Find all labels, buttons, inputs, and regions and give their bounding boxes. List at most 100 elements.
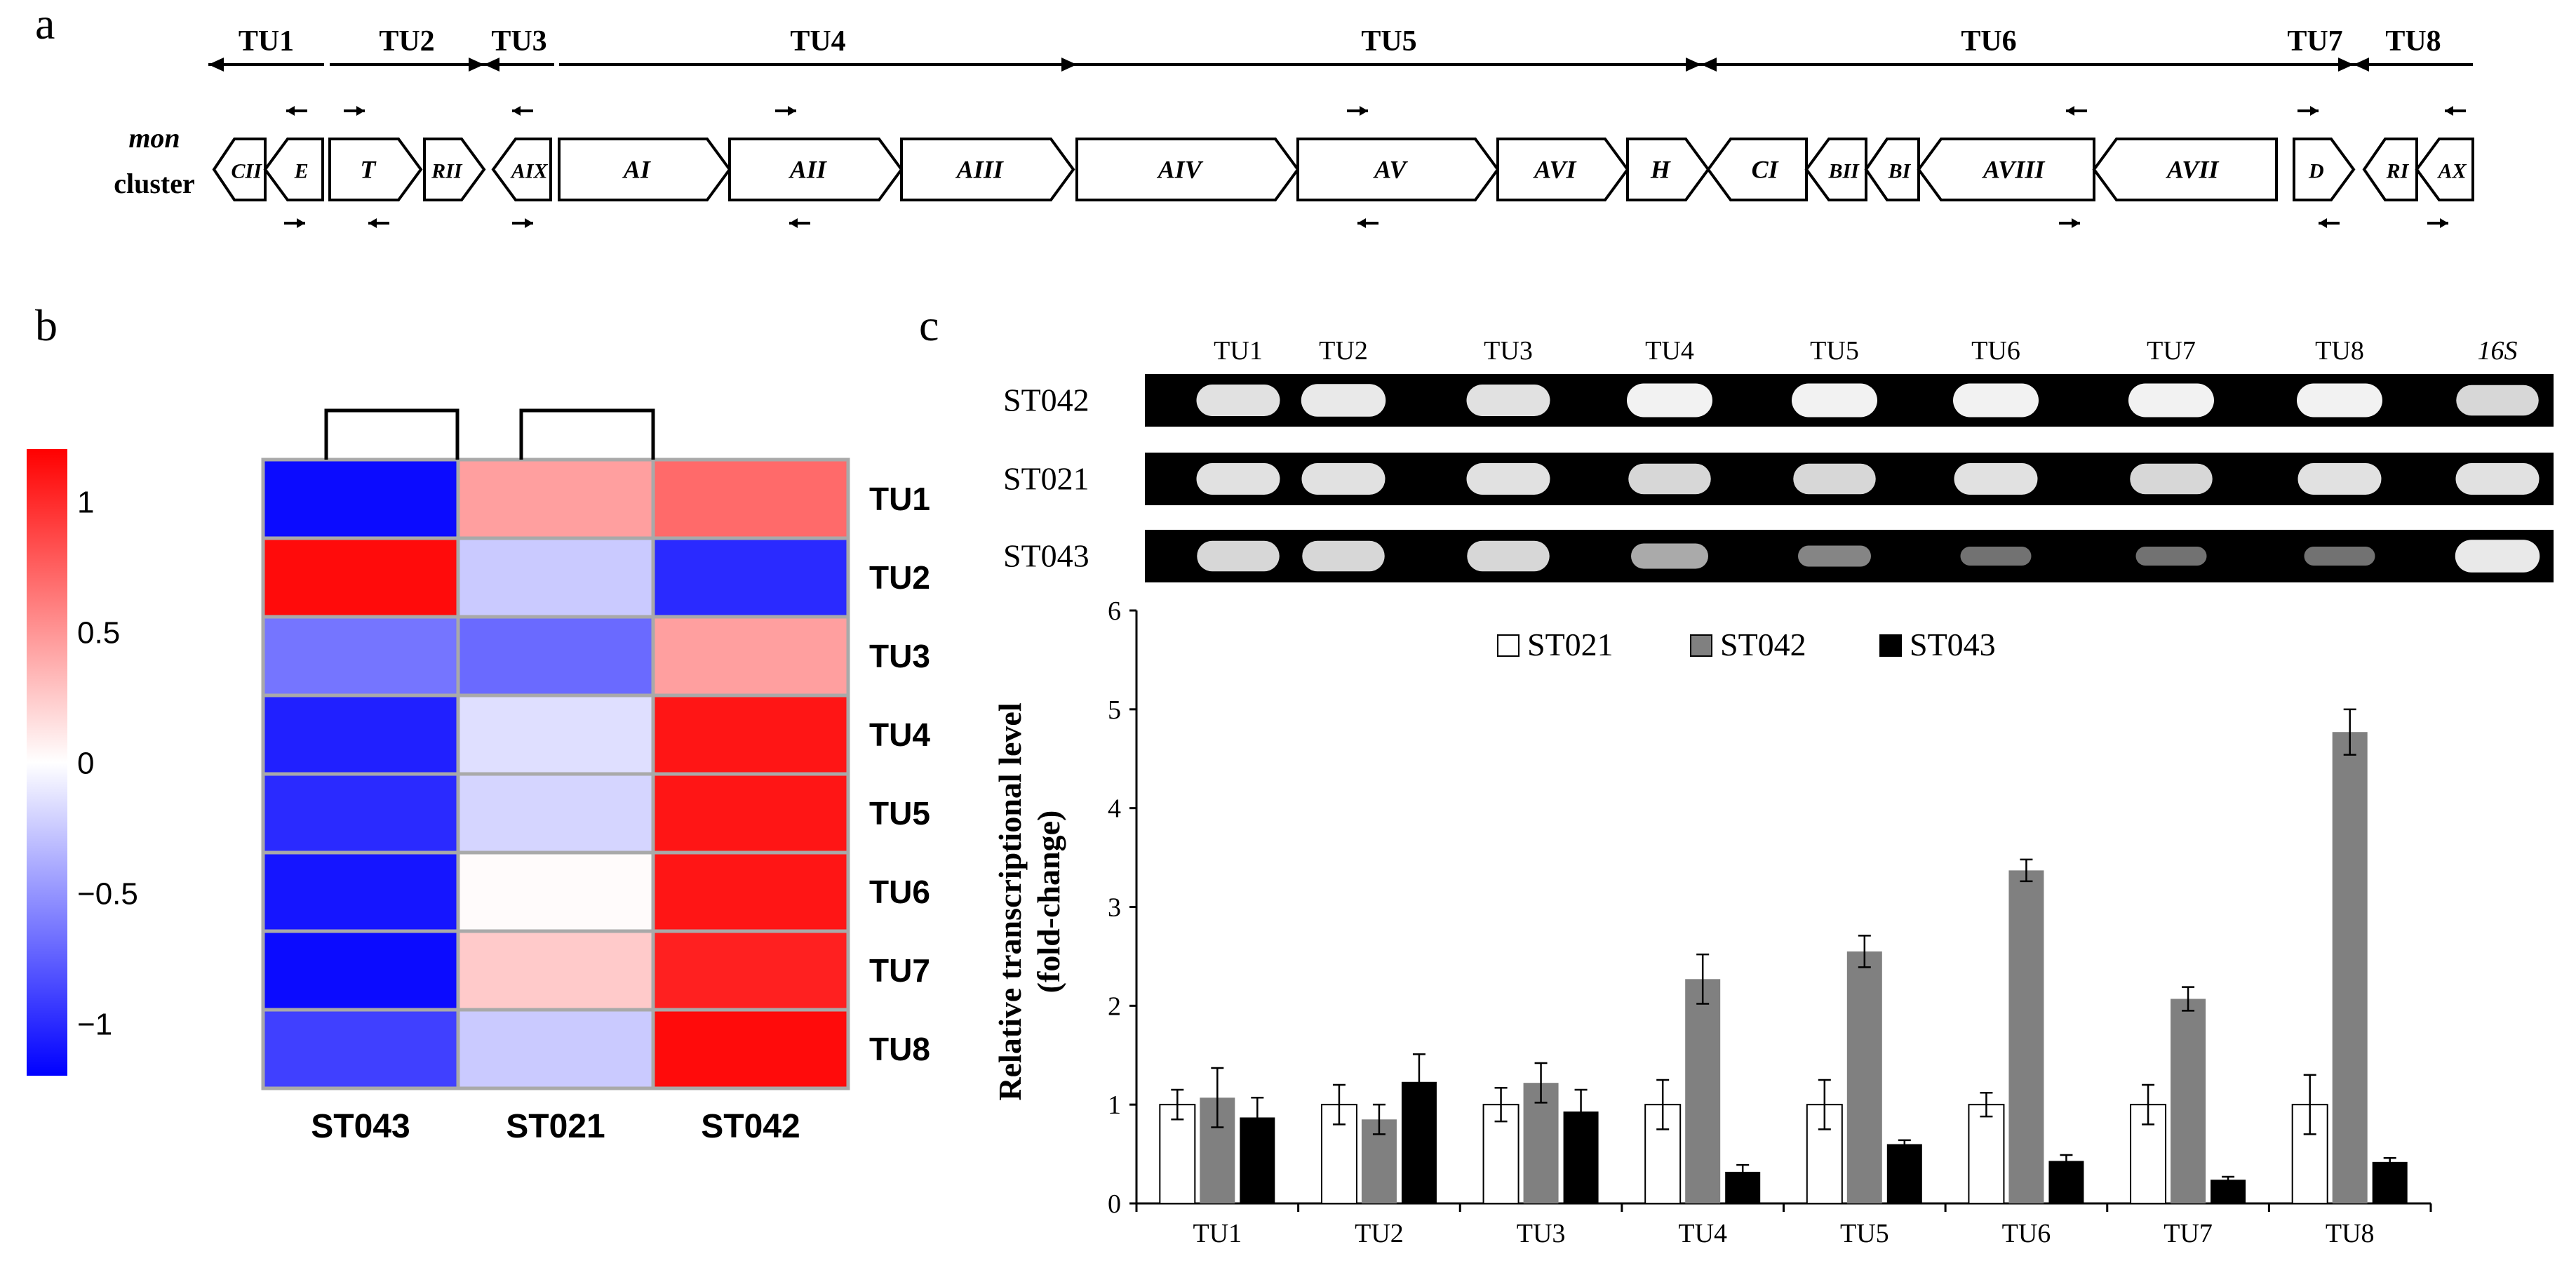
tu-arrowhead-tu8	[2354, 58, 2369, 72]
gene-label-h: H	[1650, 156, 1671, 184]
gene-aii	[728, 138, 904, 201]
heat-cell-tu4-st042	[651, 693, 850, 776]
gel-band-st043-tu5	[1798, 545, 1871, 567]
panel-label-c: c	[919, 300, 939, 350]
gene-label-e: E	[294, 160, 309, 183]
gene-d	[2293, 138, 2356, 201]
gene-label-ci: CI	[1752, 156, 1780, 184]
colorbar-tick-2: 0.5	[77, 615, 120, 650]
tu-arrowhead-tu2	[469, 58, 484, 72]
heat-cell-tu5-st043	[261, 772, 460, 855]
primer-arrowhead-1	[286, 106, 295, 116]
panel-label-a: a	[35, 0, 55, 48]
gel-band-st021-tu7	[2130, 463, 2213, 495]
x-tick-label-tu8: TU8	[2326, 1219, 2375, 1248]
heat-col-label-st043: ST043	[311, 1108, 410, 1145]
gel-band-st043-tu8	[2304, 547, 2375, 566]
gene-av	[1296, 138, 1500, 201]
y-tick-label-1: 1	[1108, 1090, 1121, 1120]
primer-arrowhead-5	[512, 106, 521, 116]
gene-avii	[2092, 138, 2278, 201]
primer-arrowhead-11	[2066, 106, 2074, 116]
tu-label-tu2: TU2	[379, 25, 434, 58]
gene-bii	[1804, 138, 1867, 201]
gene-label-ai: AI	[622, 156, 652, 184]
gel-band-st021-tu4	[1628, 463, 1711, 495]
x-tick-label-tu5: TU5	[1840, 1219, 1889, 1248]
colorbar-tick-4: −0.5	[77, 877, 138, 912]
gel-row-label-st021: ST021	[1003, 461, 1089, 497]
gel-lane-label-tu2: TU2	[1319, 336, 1368, 366]
bar-st043-tu7	[2211, 1180, 2246, 1203]
gene-label-rii: RII	[431, 160, 463, 183]
bar-st043-tu6	[2048, 1161, 2084, 1203]
primer-arrowhead-13	[2310, 106, 2319, 116]
dendrogram-branch-left	[324, 408, 459, 460]
gel-band-st042-16s	[2456, 385, 2539, 416]
x-tick-label-tu3: TU3	[1517, 1219, 1566, 1248]
x-tick-label-tu2: TU2	[1355, 1219, 1404, 1248]
heat-cell-tu2-st021	[456, 536, 655, 619]
gene-ci	[1706, 138, 1808, 201]
gel-band-st043-tu3	[1467, 540, 1550, 572]
heat-cell-tu2-st042	[651, 536, 850, 619]
heat-row-label-tu3: TU3	[869, 638, 930, 674]
colorbar	[27, 449, 67, 1076]
colorbar-tick-3: 0	[77, 747, 94, 781]
tu-arrowhead-tu3	[484, 58, 499, 72]
gel-band-st042-tu6	[1953, 383, 2039, 418]
heat-col-label-st042: ST042	[701, 1108, 800, 1145]
gel-band-st021-tu6	[1954, 463, 2038, 495]
heat-cell-tu8-st042	[651, 1008, 850, 1090]
gene-aviii	[1917, 138, 2095, 201]
y-tick-label-4: 4	[1108, 794, 1121, 824]
tu-arrowhead-tu1	[208, 58, 224, 72]
heat-cell-tu1-st021	[456, 458, 655, 540]
heat-cell-tu7-st021	[456, 929, 655, 1012]
heat-cell-tu3-st043	[261, 615, 460, 697]
heat-row-label-tu8: TU8	[869, 1031, 930, 1067]
heat-cell-tu6-st021	[456, 850, 655, 933]
legend-label-st021: ST021	[1527, 627, 1614, 662]
heat-cell-tu4-st043	[261, 693, 460, 776]
gene-label-bi: BI	[1888, 160, 1912, 183]
primer-arrowhead-4	[368, 218, 377, 228]
primer-arrowhead-8	[789, 218, 798, 228]
gel-row-label-st043: ST043	[1003, 538, 1089, 574]
heat-row-label-tu4: TU4	[869, 716, 930, 753]
legend-label-st042: ST042	[1720, 627, 1806, 662]
gene-label-ax: AX	[2437, 160, 2467, 183]
dendrogram-branch-right	[519, 408, 655, 460]
gel-band-st021-16s	[2455, 463, 2540, 495]
gel-band-st042-tu3	[1466, 385, 1550, 416]
gel-lane-label-tu1: TU1	[1214, 336, 1263, 366]
y-tick-label-0: 0	[1108, 1189, 1121, 1219]
gene-label-aii: AII	[789, 156, 828, 184]
heat-cell-tu5-st021	[456, 772, 655, 855]
gene-label-ri: RI	[2386, 160, 2410, 183]
gene-t	[328, 138, 423, 201]
gel-band-st043-tu4	[1631, 543, 1708, 569]
tu-arrowhead-tu7	[2338, 58, 2354, 72]
bar-st043-tu5	[1886, 1144, 1922, 1203]
dendrogram	[324, 408, 655, 460]
gel-band-st042-tu7	[2128, 383, 2214, 418]
gene-label-d: D	[2308, 160, 2324, 183]
primer-arrowhead-12	[2072, 218, 2080, 228]
gene-label-av: AV	[1373, 156, 1408, 184]
legend-swatch-st043	[1879, 634, 1902, 657]
gene-label-aix: AIX	[510, 160, 549, 183]
heat-cell-tu5-st042	[651, 772, 850, 855]
heat-cell-tu1-st043	[261, 458, 460, 540]
gene-label-avii: AVII	[2166, 156, 2220, 184]
gene-rii	[423, 138, 486, 201]
gene-ax	[2415, 138, 2474, 201]
heat-col-label-st021: ST021	[506, 1108, 605, 1145]
heat-cell-tu8-st021	[456, 1008, 655, 1090]
heat-row-label-tu2: TU2	[869, 559, 930, 596]
heat-cell-tu7-st043	[261, 929, 460, 1012]
heat-cell-tu1-st042	[651, 458, 850, 540]
heat-row-label-tu5: TU5	[869, 795, 930, 832]
